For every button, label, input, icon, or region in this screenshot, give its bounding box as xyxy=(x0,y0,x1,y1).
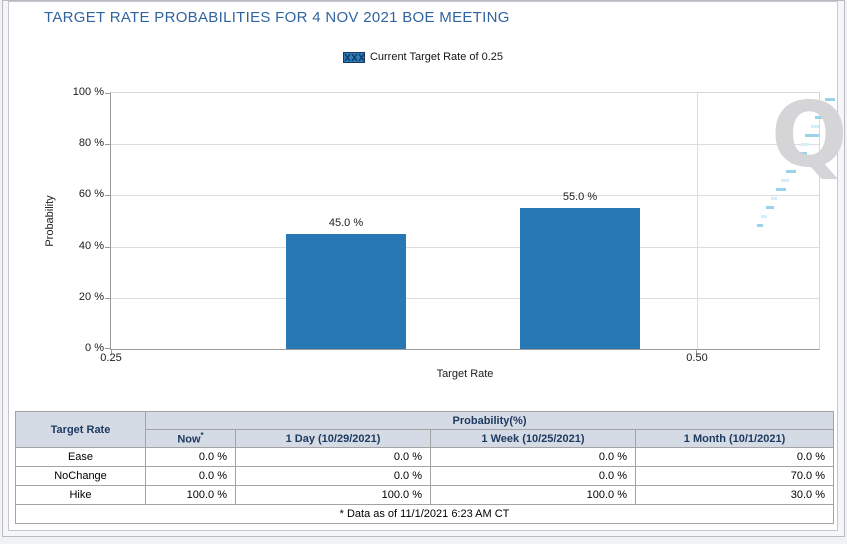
gridline-horizontal xyxy=(111,195,819,196)
bar-value-label: 45.0 % xyxy=(328,217,364,229)
y-tick-mark xyxy=(105,195,111,196)
prob-cell: 0.0 % xyxy=(145,447,236,467)
x-tick-label: 0.25 xyxy=(100,352,122,364)
prob-cell: 0.0 % xyxy=(430,447,636,467)
report-panel: TARGET RATE PROBABILITIES FOR 4 NOV 2021… xyxy=(8,1,847,531)
prob-cell: 0.0 % xyxy=(145,466,236,486)
prob-cell: 100.0 % xyxy=(145,485,236,505)
col-header-now: Now* xyxy=(145,429,236,448)
table-row: Hike 100.0 % 100.0 % 100.0 % 30.0 % xyxy=(15,485,835,505)
col-header-target-rate: Target Rate xyxy=(15,411,146,448)
y-tick-mark xyxy=(105,93,111,94)
prob-cell: 0.0 % xyxy=(235,447,431,467)
x-tick-mark xyxy=(696,350,697,354)
probability-bar[interactable] xyxy=(520,208,640,349)
y-tick-mark xyxy=(105,247,111,248)
page-title: TARGET RATE PROBABILITIES FOR 4 NOV 2021… xyxy=(44,9,510,26)
x-axis-title: Target Rate xyxy=(436,368,494,380)
table-body: Ease 0.0 % 0.0 % 0.0 % 0.0 % NoChange 0.0 % 0.0… xyxy=(15,447,835,505)
y-tick-mark xyxy=(105,298,111,299)
col-header-now-label: Now xyxy=(177,433,201,446)
legend-swatch-icon xyxy=(342,51,365,63)
table-header-row-2: Now* 1 Day (10/29/2021) 1 Week (10/25/20… xyxy=(16,429,835,448)
prob-cell: 70.0 % xyxy=(634,466,835,486)
x-tick-mark xyxy=(111,350,112,354)
table-row: NoChange 0.0 % 0.0 % 0.0 % 70.0 % xyxy=(15,466,835,486)
gridline-horizontal xyxy=(111,298,819,299)
y-tick-label: 20 % xyxy=(78,291,104,303)
col-group-header-probability: Probability(%) xyxy=(144,411,835,430)
y-axis-tick-labels: 0 % 20 % 40 % 60 % 80 % 100 % xyxy=(9,86,104,354)
bar-value-label: 55.0 % xyxy=(562,191,598,203)
prob-cell: 0.0 % xyxy=(634,447,835,467)
table-footnote-row: * Data as of 11/1/2021 6:23 AM CT xyxy=(14,504,835,524)
col-header-1month: 1 Month (10/1/2021) xyxy=(634,429,835,448)
prob-cell: 100.0 % xyxy=(235,485,431,505)
col-header-1week: 1 Week (10/25/2021) xyxy=(430,429,636,448)
x-tick-label: 0.50 xyxy=(686,352,708,364)
y-tick-label: 80 % xyxy=(78,137,104,149)
gridline-horizontal xyxy=(111,144,819,145)
prob-cell: 0.0 % xyxy=(235,466,431,486)
chart-legend: Current Target Rate of 0.25 xyxy=(9,51,837,63)
watermark-q-letter: Q xyxy=(771,94,847,188)
plot-area: 0.25 0.50 45.0 % 55.0 % xyxy=(100,92,820,364)
row-label: Hike xyxy=(15,485,146,505)
prob-cell: 100.0 % xyxy=(430,485,636,505)
prob-cell: 0.0 % xyxy=(430,466,636,486)
watermark-dashes xyxy=(757,98,835,227)
legend-label: Current Target Rate of 0.25 xyxy=(369,51,504,63)
row-label: Ease xyxy=(15,447,146,467)
now-footnote-marker: * xyxy=(200,431,204,441)
probability-table: Target Rate Probability(%) Now* 1 Day (1… xyxy=(14,411,835,524)
gridline-vertical xyxy=(697,93,698,349)
y-tick-mark xyxy=(105,144,111,145)
probability-bar[interactable] xyxy=(286,234,406,349)
quikstrike-watermark: Q xyxy=(749,83,847,244)
y-tick-label: 40 % xyxy=(78,240,104,252)
table-row: Ease 0.0 % 0.0 % 0.0 % 0.0 % xyxy=(15,447,835,467)
prob-cell: 30.0 % xyxy=(634,485,835,505)
y-tick-mark xyxy=(105,348,111,349)
col-header-1day: 1 Day (10/29/2021) xyxy=(235,429,431,448)
gridline-horizontal xyxy=(111,247,819,248)
table-footnote: * Data as of 11/1/2021 6:23 AM CT xyxy=(14,504,835,524)
y-tick-label: 60 % xyxy=(78,188,104,200)
table-header-row-1: Target Rate Probability(%) xyxy=(15,411,835,448)
y-tick-label: 0 % xyxy=(85,342,104,354)
row-label: NoChange xyxy=(15,466,146,486)
y-tick-label: 100 % xyxy=(72,86,104,98)
